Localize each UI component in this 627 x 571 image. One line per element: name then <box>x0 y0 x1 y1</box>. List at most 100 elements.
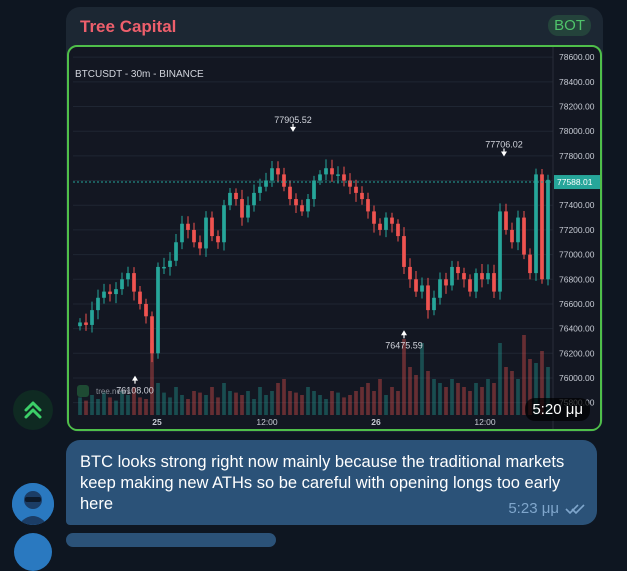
volume-bar <box>504 367 508 415</box>
candle-body <box>486 273 490 280</box>
candle-body <box>360 192 364 200</box>
volume-bar <box>270 391 274 415</box>
sender-name[interactable]: Tree Capital <box>80 17 177 36</box>
volume-bar <box>252 399 256 415</box>
y-tick-label: 78200.00 <box>559 102 595 112</box>
avatar[interactable] <box>12 483 54 525</box>
candle-body <box>420 285 424 292</box>
candle-body <box>546 179 550 280</box>
volume-bar <box>180 395 184 415</box>
volume-bar <box>378 379 382 415</box>
volume-bar <box>438 383 442 415</box>
last-price-tag <box>554 175 600 190</box>
volume-bar <box>426 371 430 415</box>
candle-body <box>330 168 334 175</box>
candle-body <box>156 266 160 354</box>
volume-bar <box>216 397 220 415</box>
y-tick-label: 76800.00 <box>559 274 595 284</box>
candle-body <box>150 316 154 354</box>
volume-bar <box>168 397 172 415</box>
double-chevron-up-icon[interactable] <box>13 390 53 430</box>
volume-bar <box>132 387 136 415</box>
volume-bar <box>396 391 400 415</box>
volume-bar <box>468 391 472 415</box>
volume-bar <box>90 395 94 415</box>
user-message-bubble[interactable]: BTC looks strong right now mainly becaus… <box>66 440 597 525</box>
volume-bar <box>264 395 268 415</box>
candle-body <box>492 273 496 292</box>
candle-body <box>78 322 82 327</box>
candle-body <box>84 322 88 325</box>
x-tick-label: 12:00 <box>474 417 496 427</box>
y-tick-label: 76200.00 <box>559 348 595 358</box>
candle-body <box>528 254 532 274</box>
bot-message-bubble[interactable]: Tree Capital BOT 78600.00 78400.00 78200.0… <box>66 7 603 432</box>
volume-bar <box>336 392 340 415</box>
candle-body <box>540 174 544 280</box>
next-avatar[interactable] <box>14 533 52 571</box>
y-tick-label: 78600.00 <box>559 52 595 62</box>
candle-body <box>264 180 268 187</box>
volume-bar <box>222 383 226 415</box>
volume-bar <box>324 399 328 415</box>
candle-body <box>210 217 214 237</box>
candle-body <box>342 174 346 181</box>
candle-body <box>384 217 388 230</box>
volume-bar <box>126 395 130 415</box>
annotation-arrow <box>501 151 507 157</box>
message-text: BTC looks strong right now mainly becaus… <box>80 453 565 513</box>
candle-body <box>258 186 262 193</box>
candle-body <box>186 223 190 230</box>
volume-bar <box>528 359 532 415</box>
y-tick-label: 76600.00 <box>559 299 595 309</box>
volume-bar <box>402 339 406 415</box>
candle-body <box>246 205 250 218</box>
volume-bar <box>390 387 394 415</box>
candle-body <box>432 297 436 311</box>
candle-body <box>378 223 382 230</box>
volume-bar <box>84 400 88 415</box>
chart-image[interactable]: 78600.00 78400.00 78200.00 78000.00 77800.00… <box>67 45 602 431</box>
volume-bar <box>174 387 178 415</box>
annotation-label: 77905.52 <box>274 115 312 125</box>
volume-bar <box>522 335 526 415</box>
candle-body <box>240 199 244 218</box>
y-tick-label: 76400.00 <box>559 324 595 334</box>
message-meta: 5:23 μμ <box>508 500 585 517</box>
volume-bar <box>360 387 364 415</box>
volume-bar <box>516 379 520 415</box>
volume-bar <box>432 379 436 415</box>
volume-bar <box>306 387 310 415</box>
next-message-bubble[interactable] <box>66 533 276 547</box>
candle-body <box>174 242 178 261</box>
candle-body <box>516 217 520 243</box>
volume-bar <box>138 397 142 415</box>
candle-body <box>282 174 286 187</box>
candle-body <box>216 236 220 243</box>
annotation-arrow <box>401 330 407 336</box>
volume-bar <box>114 400 118 415</box>
volume-bar <box>276 383 280 415</box>
candle-body <box>408 266 412 280</box>
volume-bar <box>186 399 190 415</box>
volume-bar <box>492 383 496 415</box>
y-tick-label: 78400.00 <box>559 77 595 87</box>
candle-body <box>270 168 274 181</box>
x-tick-label: 25 <box>152 417 162 427</box>
candle-body <box>234 192 238 200</box>
volume-bar <box>312 391 316 415</box>
volume-bar <box>156 383 160 415</box>
candle-body <box>426 285 430 311</box>
candle-body <box>108 291 112 295</box>
candle-body <box>504 211 508 230</box>
candle-body <box>456 266 460 274</box>
volume-bar <box>240 395 244 415</box>
candle-body <box>222 205 226 243</box>
candle-body <box>498 211 502 292</box>
candle-body <box>144 303 148 317</box>
volume-bar <box>78 397 82 415</box>
chart-title: BTCUSDT - 30m - BINANCE <box>75 69 204 80</box>
candle-body <box>168 260 172 267</box>
candle-body <box>336 174 340 176</box>
candle-body <box>114 289 118 295</box>
